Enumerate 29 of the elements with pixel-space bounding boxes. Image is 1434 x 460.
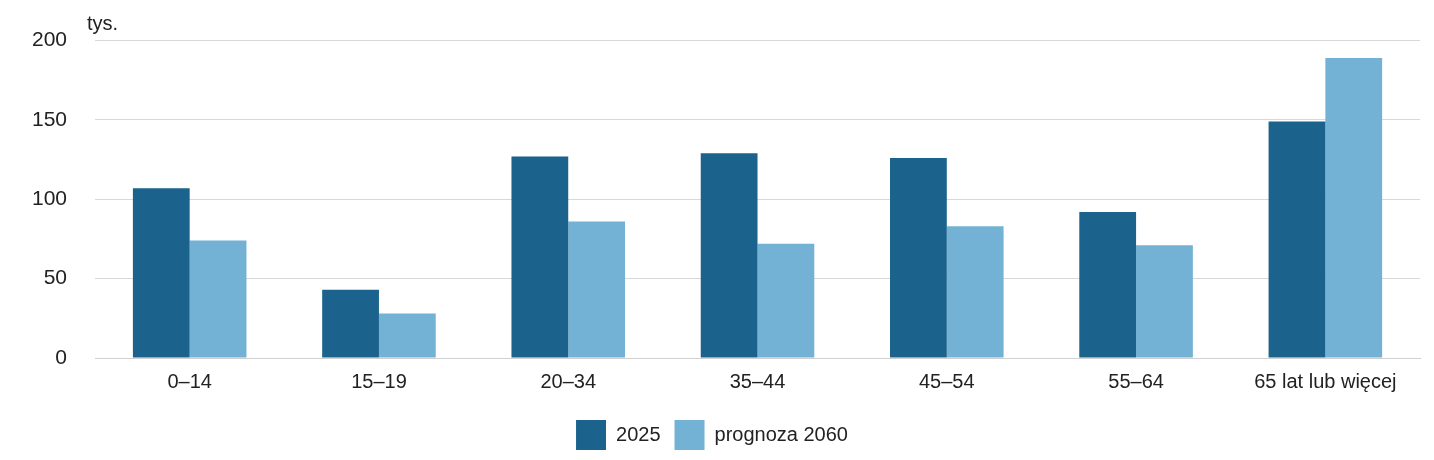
bar (946, 226, 1004, 358)
x-tick-label: 45–54 (918, 369, 975, 392)
bar (1079, 212, 1137, 358)
y-tick-label: 100 (31, 186, 68, 210)
bar (378, 313, 436, 358)
legend-label: 2025 (616, 422, 661, 445)
x-tick-label: 55–64 (1108, 369, 1164, 392)
bar (322, 289, 379, 358)
x-tick-label: 65 lat lub więcej (1254, 369, 1397, 392)
y-tick-label: 200 (31, 27, 68, 51)
bar (890, 158, 947, 358)
bar (1268, 121, 1326, 358)
bar (132, 188, 190, 358)
y-tick-label: 50 (43, 265, 68, 289)
x-tick-label: 20–34 (540, 369, 597, 392)
x-tick-label: 15–19 (351, 369, 407, 392)
bar (189, 240, 247, 358)
y-tick-label: 150 (31, 106, 68, 130)
y-axis-title: tys. (87, 12, 119, 35)
y-tick-label: 0 (55, 344, 68, 368)
bar (757, 243, 815, 358)
bar (1136, 245, 1193, 358)
x-tick-label: 0–14 (167, 369, 212, 392)
bar (700, 153, 758, 358)
bar (511, 156, 569, 358)
bar (568, 221, 626, 358)
bar (1325, 58, 1383, 358)
x-tick-label: 35–44 (729, 369, 786, 392)
legend-label: prognoza 2060 (714, 422, 848, 445)
